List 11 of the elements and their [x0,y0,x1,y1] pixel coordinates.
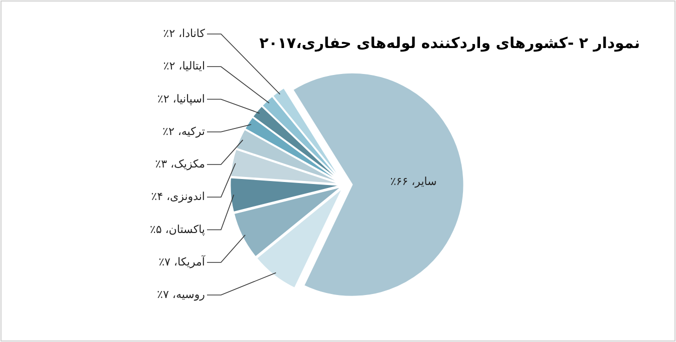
slice-label: ایتالیا، ۲٪ [163,60,205,73]
slice-label: اسپانیا، ۲٪ [157,92,205,106]
chart-title: نمودار ۲ -کشورهای واردکننده لوله‌های حفاری،۲۰۱۷ [259,34,640,52]
slice-label: مکزیک، ۳٪ [155,158,206,170]
slice-label: کانادا، ۲٪ [163,27,206,40]
slice-label: سایر، ۶۶٪ [390,175,437,188]
slice-label: اندونزی، ۴٪ [151,190,205,204]
slice-label: ترکیه، ۲٪ [162,124,205,138]
slice-label: آمریکا، ۷٪ [158,254,206,268]
slice-label: روسیه، ۷٪ [157,288,205,301]
slice-label: پاکستان، ۵٪ [150,222,205,236]
